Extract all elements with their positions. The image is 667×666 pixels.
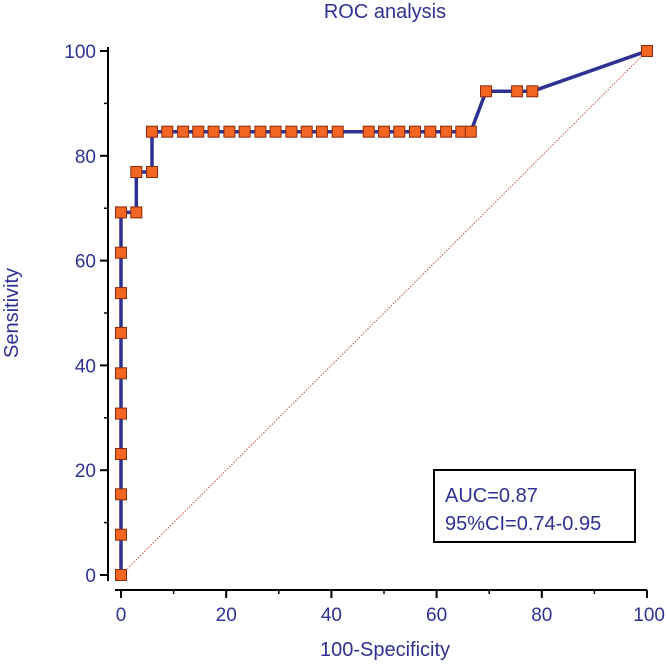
roc-point <box>424 125 437 138</box>
roc-point <box>130 166 143 178</box>
y-tick-label: 80 <box>75 147 96 168</box>
roc-point <box>362 125 375 138</box>
roc-point <box>480 85 492 98</box>
roc-point <box>285 125 298 138</box>
roc-point <box>115 569 127 581</box>
roc-point <box>115 246 127 259</box>
roc-point <box>115 448 127 460</box>
y-tick-label: 40 <box>75 356 96 377</box>
roc-point <box>115 367 127 380</box>
x-tick-label: 60 <box>426 605 447 626</box>
roc-point <box>641 45 653 57</box>
roc-point <box>115 488 127 501</box>
y-tick-label: 100 <box>64 42 96 63</box>
roc-point <box>331 125 344 138</box>
annotation-box <box>433 469 636 543</box>
roc-point <box>223 125 236 138</box>
roc-point <box>511 85 524 98</box>
chart-title: ROC analysis <box>324 1 446 23</box>
roc-point <box>440 125 453 138</box>
roc-point <box>315 125 328 138</box>
roc-point <box>115 206 127 219</box>
roc-point <box>378 125 390 138</box>
x-axis-label: 100-Specificity <box>320 639 450 661</box>
roc-point <box>300 125 313 138</box>
y-tick-label: 0 <box>85 566 96 587</box>
reference-diagonal-line <box>120 50 648 576</box>
roc-point <box>526 85 539 98</box>
roc-point <box>393 125 406 138</box>
roc-point <box>115 407 127 420</box>
x-tick-label: 40 <box>321 605 342 626</box>
roc-point <box>464 125 477 138</box>
roc-point <box>238 125 251 138</box>
roc-point <box>254 125 267 138</box>
y-tick-label: 20 <box>75 461 96 482</box>
roc-point <box>161 125 174 138</box>
roc-point <box>177 125 190 138</box>
roc-point <box>115 287 127 300</box>
annotation-ci: 95%CI=0.74-0.95 <box>445 513 601 535</box>
auc-annotation: AUC=0.87 95%CI=0.74-0.95 <box>433 469 636 543</box>
roc-point <box>115 528 127 541</box>
roc-point <box>192 125 205 138</box>
x-tick-label: 80 <box>531 605 552 626</box>
roc-point <box>146 125 158 138</box>
annotation-auc: AUC=0.87 <box>445 485 538 507</box>
x-tick-label: 0 <box>116 605 127 626</box>
x-tick-label: 20 <box>216 605 237 626</box>
y-tick-label: 60 <box>75 252 96 273</box>
y-axis-label: Sensitivity <box>1 268 23 358</box>
roc-point <box>409 125 421 138</box>
roc-point <box>130 206 143 219</box>
roc-point <box>115 326 127 339</box>
roc-point <box>146 166 158 178</box>
x-tick-label: 100 <box>633 605 665 626</box>
plot-area: 0 20 40 60 80 100 0 20 40 60 80 100 <box>64 42 665 626</box>
roc-point <box>269 125 282 138</box>
roc-point <box>207 125 220 138</box>
